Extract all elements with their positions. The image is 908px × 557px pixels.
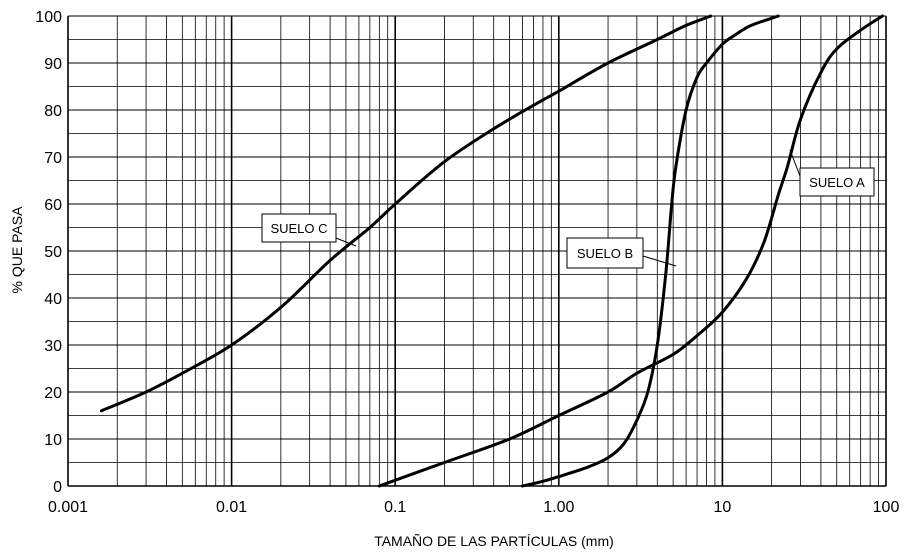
x-tick-label: 10 (714, 499, 732, 516)
x-axis-title: TAMAÑO DE LAS PARTÍCULAS (mm) (374, 533, 614, 549)
x-tick-label: 0.001 (48, 499, 88, 516)
y-tick-label: 80 (44, 103, 62, 120)
x-tick-label: 0.01 (216, 499, 247, 516)
callout-leader-suelo-b (642, 255, 677, 267)
y-tick-label: 40 (44, 291, 62, 308)
curve-suelo-a (377, 14, 884, 488)
curve-labels: SUELO C SUELO B SUELO A (261, 149, 875, 269)
callout-label-suelo-c: SUELO C (270, 221, 327, 236)
y-tick-label: 90 (44, 56, 62, 73)
x-tick-label: 1.00 (543, 499, 574, 516)
callout-box-suelo-c (261, 213, 337, 243)
callout-box-suelo-a (799, 167, 875, 197)
y-tick-label: 50 (44, 244, 62, 261)
y-tick-label: 20 (44, 385, 62, 402)
y-tick-label: 100 (35, 9, 62, 26)
tick-labels: 0 10 20 30 40 50 60 70 80 90 100 0.001 0.01 0.1 1.00 10… (35, 9, 899, 516)
y-tick-label: 30 (44, 338, 62, 355)
callout-label-suelo-a: SUELO A (809, 175, 865, 190)
y-tick-label: 60 (44, 197, 62, 214)
y-axis-title: % QUE PASA (9, 206, 25, 294)
curves (99, 14, 884, 488)
curve-suelo-c (99, 14, 713, 413)
x-tick-label: 0.1 (384, 499, 406, 516)
callout-label-suelo-b: SUELO B (577, 246, 633, 261)
major-gridlines (67, 15, 887, 487)
callout-leader-suelo-a (789, 149, 801, 177)
x-tick-label: 100 (873, 499, 900, 516)
y-tick-label: 70 (44, 150, 62, 167)
callout-box-suelo-b (566, 237, 644, 269)
y-tick-label: 10 (44, 432, 62, 449)
callout-leader-suelo-c (335, 237, 357, 247)
y-tick-label: 0 (53, 479, 62, 496)
curve-suelo-b (521, 14, 780, 488)
